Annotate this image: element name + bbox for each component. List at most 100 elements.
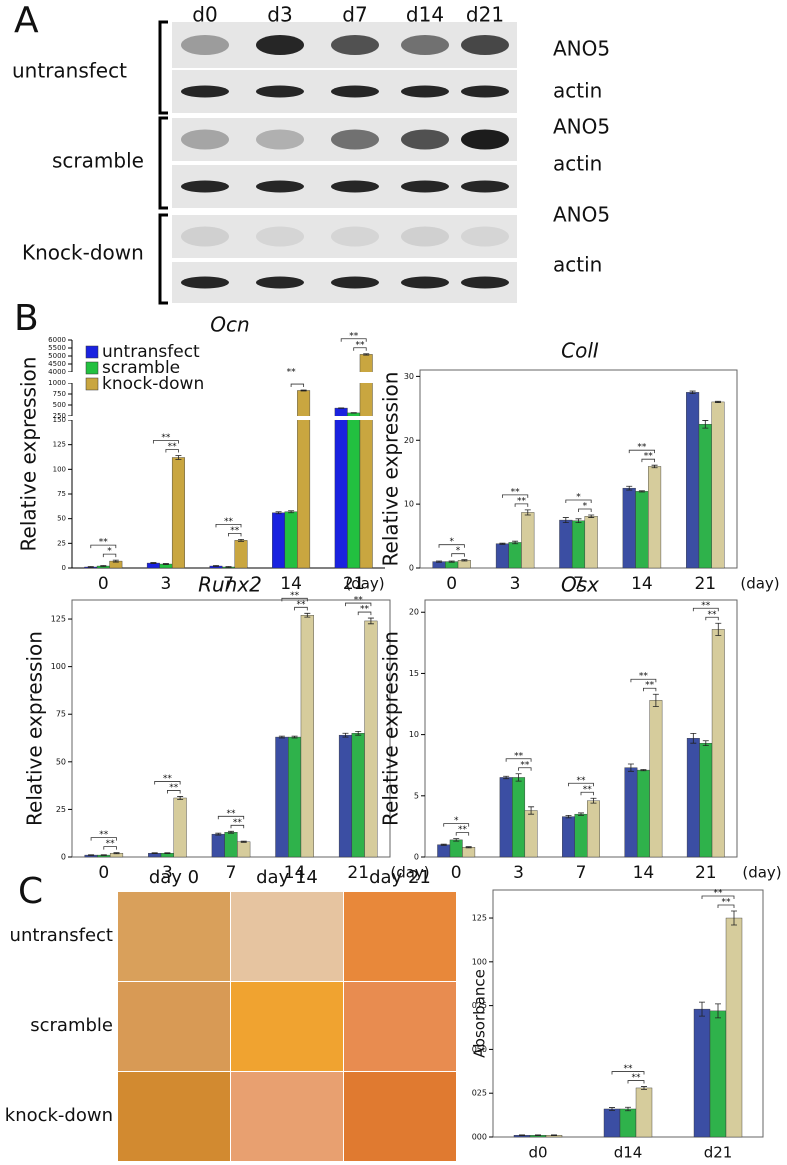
significance-bracket [717,904,735,909]
band [256,276,304,289]
significance-label: ** [99,830,109,840]
y-tick-label: 5 [414,791,419,800]
y-tick-label: 75 [57,490,66,498]
significance-bracket [281,597,308,602]
band [181,35,229,55]
micrograph [231,1072,343,1161]
y-tick-label: 050 [472,1045,487,1054]
significance-label: ** [644,452,654,462]
bar [495,543,509,569]
micrograph [231,892,343,981]
blot-label: actin [553,152,602,176]
band [461,129,509,150]
significance-bracket [103,846,117,850]
x-tick-label: d14 [614,1144,643,1162]
significance-bracket [340,338,367,342]
y-tick-label: 50 [56,757,66,766]
significance-bracket [641,458,655,463]
x-tick-label: 21 [694,574,716,594]
significance-bracket [217,815,245,820]
error-bar [562,517,569,524]
x-tick-label: d21 [704,1144,733,1162]
significance-bracket [451,553,465,557]
x-tick-label: 7 [223,574,234,594]
significance-bracket [628,449,655,454]
x-tick-label: 21 [343,574,365,594]
significance-bracket [518,767,532,771]
blot [172,215,517,258]
band [181,129,229,150]
error-bar [100,565,107,567]
axis-break [66,372,385,383]
bar [574,813,588,858]
row-label: knock-down [5,1105,113,1126]
bar [619,1108,637,1138]
bar [635,1087,653,1138]
bar [499,777,513,858]
significance-label: ** [639,672,649,682]
y-tick-label: 250 [53,412,66,420]
significance-bracket [502,494,529,498]
error-bar [342,732,349,738]
band [401,180,449,193]
bar [512,777,526,858]
error-bar [228,830,234,834]
error-bar [702,420,709,429]
significance-bracket [705,616,719,621]
bar [284,511,298,569]
bar [359,354,373,569]
y-tick-label: 5000 [48,352,66,360]
y-tick-label: 10 [404,500,414,509]
error-bar [651,464,658,469]
bar [437,844,451,858]
micrograph [344,982,456,1071]
significance-label: ** [163,774,173,784]
significance-label: ** [161,433,171,443]
bar [622,487,636,569]
error-bar [627,763,634,772]
y-tick-label: 100 [53,465,66,473]
bar [709,1010,727,1138]
error-bar [575,518,582,524]
error-bar [465,846,472,849]
bar [524,810,538,858]
significance-bracket [580,791,594,796]
bar [288,736,302,858]
y-tick-label: 025 [472,1089,487,1098]
bar [686,392,700,569]
error-bar [162,563,169,565]
error-bar [440,843,447,846]
y-tick-label: 750 [53,390,66,398]
bar [449,839,463,858]
y-tick-label: 125 [51,615,66,624]
x-tick-label: 3 [160,574,171,594]
error-bar [150,562,157,564]
y-tick-label: 150 [53,416,66,424]
error-bar [715,622,722,636]
y-tick-label: 0 [409,564,414,573]
significance-bracket [345,602,372,607]
bar [457,560,471,569]
error-bar [240,840,247,843]
significance-label: ** [722,898,732,908]
x-axis-label: (day) [740,575,779,593]
y-tick-label: 0 [61,853,66,862]
band [461,85,509,98]
blot-label: ANO5 [553,203,610,227]
x-tick-label: 7 [573,574,584,594]
bracket [158,213,168,305]
significance-label: * [449,537,454,547]
legend-swatch [85,345,99,359]
row-label: untransfect [10,925,113,946]
legend-swatch [85,377,99,391]
error-bar [535,1134,541,1136]
significance-label: ** [632,1073,642,1083]
significance-label: ** [517,496,527,506]
bar [173,797,187,858]
error-bar [291,735,298,739]
bar [338,734,353,858]
significance-bracket [643,687,657,692]
bar [559,519,573,569]
error-bar [367,617,374,625]
